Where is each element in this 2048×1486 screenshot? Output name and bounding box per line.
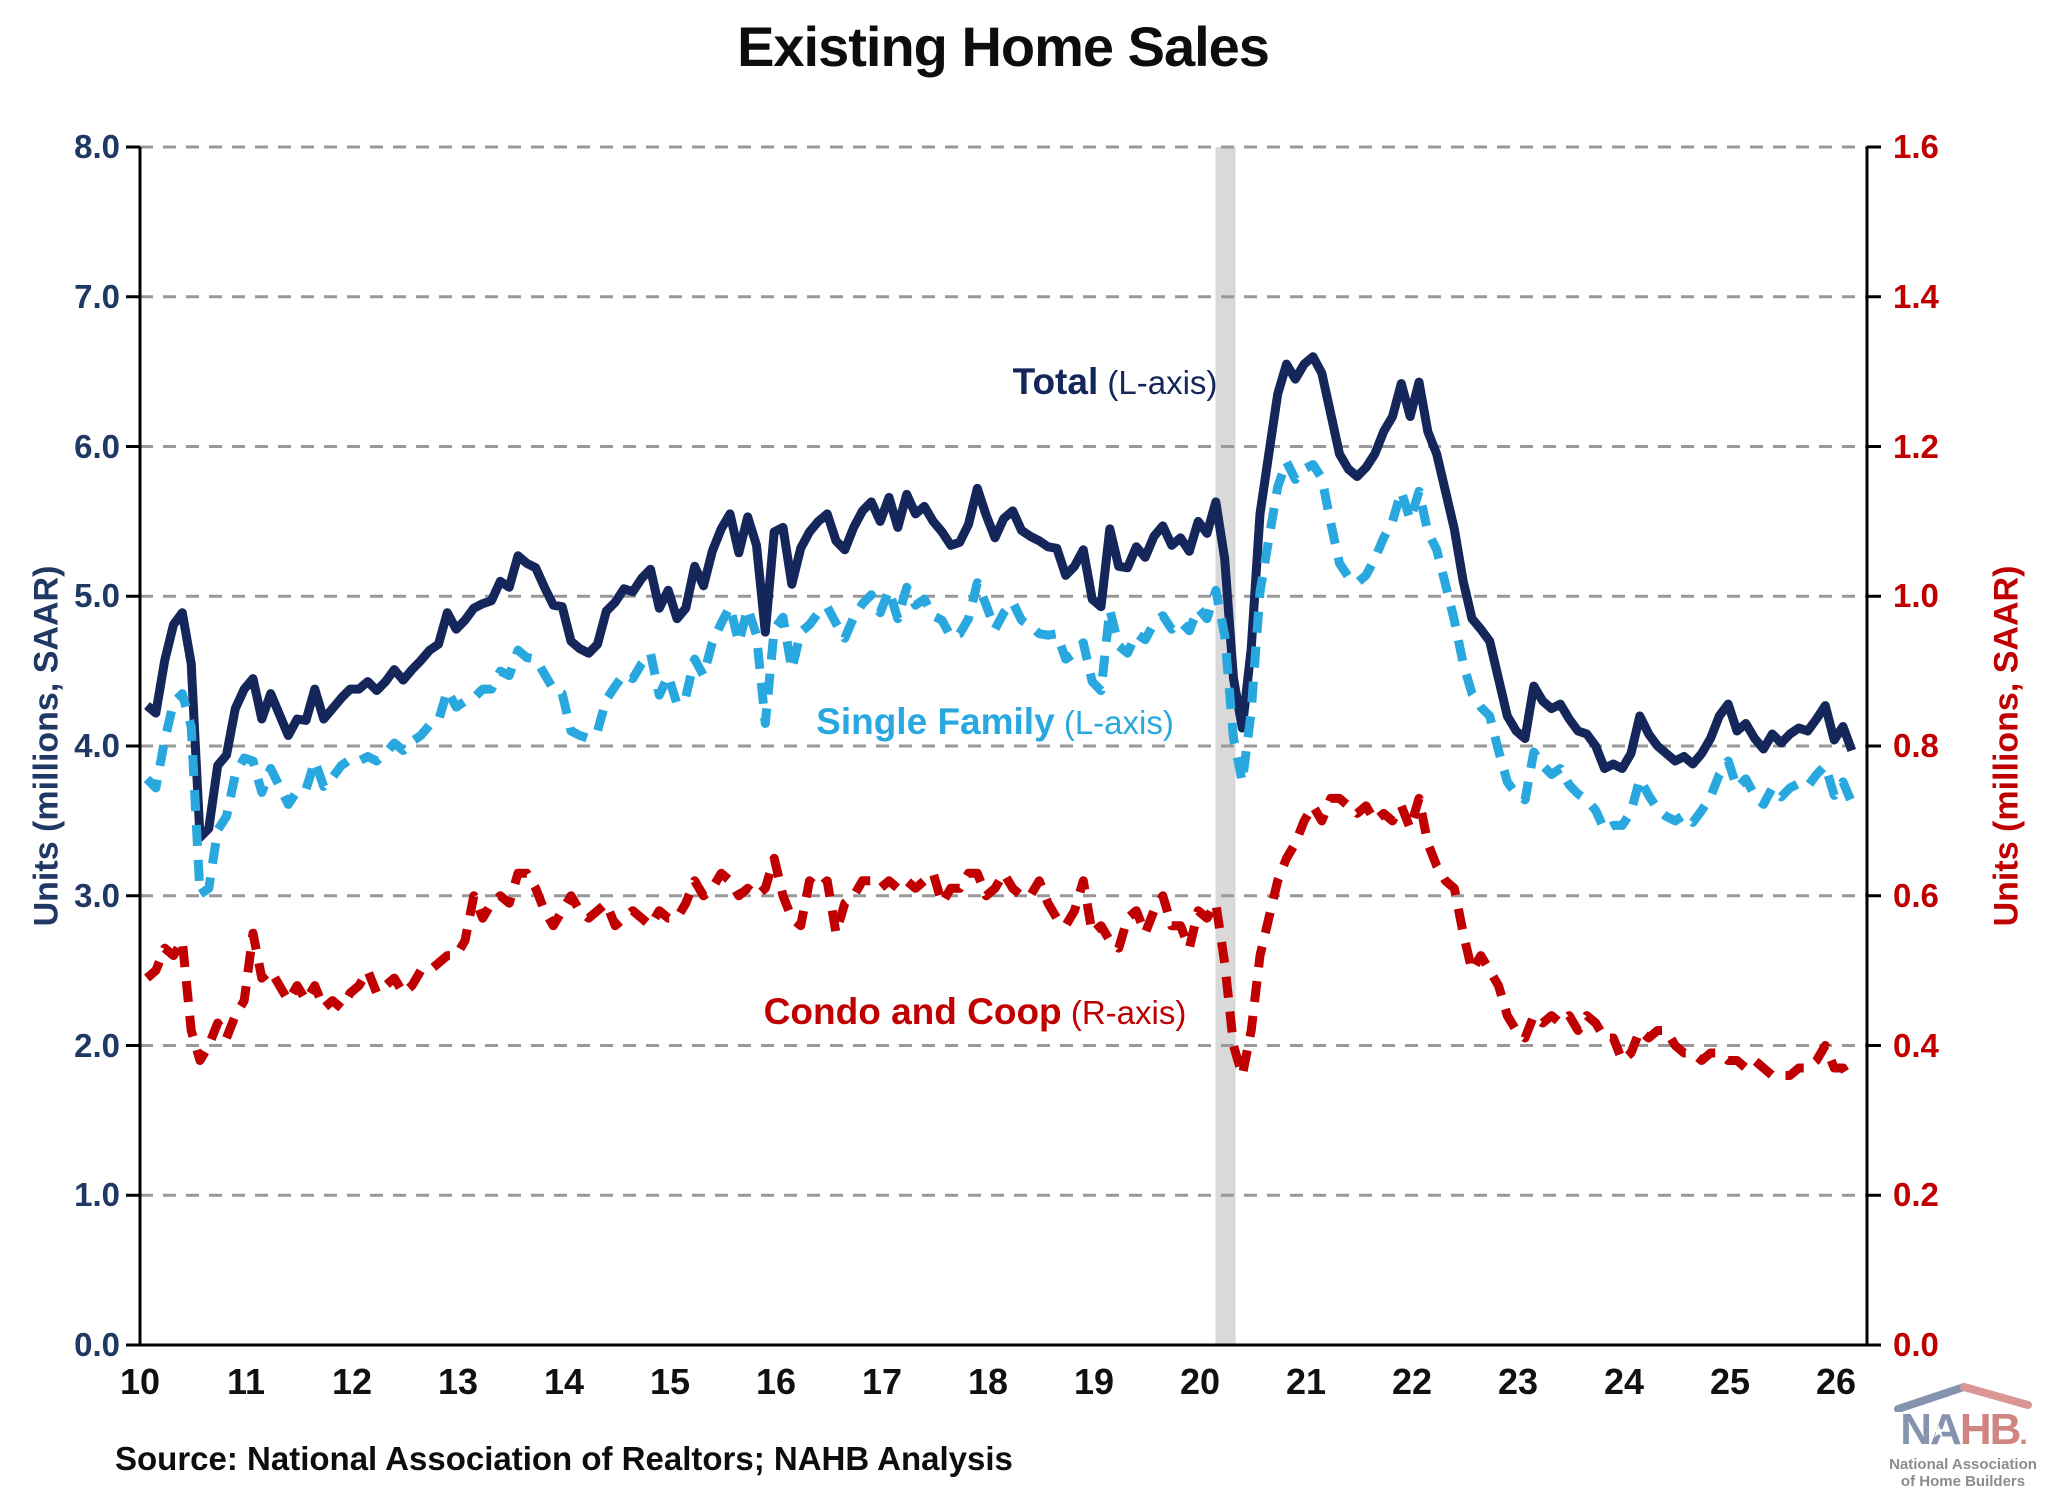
series-label-single-family: Single Family (L-axis)	[816, 701, 1174, 743]
nahb-subtitle-2: of Home Builders	[1900, 1473, 2026, 1486]
left-axis-tick-label: 8.0	[74, 128, 120, 165]
right-axis-tick-label: 1.4	[1893, 277, 1939, 315]
x-axis-tick-label: 15	[649, 1361, 691, 1402]
right-axis-tick-label: 0.4	[1893, 1026, 1939, 1064]
left-axis-tick-label: 6.0	[74, 427, 120, 465]
right-axis-tick-label: 1.2	[1893, 427, 1939, 465]
series-line-total	[144, 352, 1857, 842]
x-axis-tick-label: 17	[861, 1361, 903, 1402]
nahb-logo: NAHB. ★ National Association of Home Bui…	[1878, 1372, 2048, 1486]
nahb-subtitle-1: National Association	[1889, 1456, 2037, 1473]
x-axis-tick-label: 10	[119, 1361, 161, 1402]
x-axis-tick-label: 20	[1179, 1361, 1221, 1402]
x-axis-tick-label: 21	[1285, 1361, 1327, 1402]
series-label-axis-note: (L-axis)	[1054, 704, 1174, 741]
left-axis-tick-label: 0.0	[74, 1326, 120, 1363]
series-label-bold: Total	[1012, 361, 1099, 402]
x-axis-tick-label: 18	[967, 1361, 1009, 1402]
x-axis-tick-label: 25	[1709, 1361, 1751, 1402]
x-axis-tick-label: 16	[755, 1361, 797, 1402]
left-axis-tick-label: 1.0	[74, 1176, 120, 1214]
series-line-condo-and-coop	[144, 793, 1856, 1086]
left-axis-tick-label: 4.0	[74, 727, 120, 764]
x-axis-tick-label: 14	[543, 1361, 585, 1402]
x-axis-tick-label: 11	[226, 1361, 266, 1402]
nahb-word-hb: HB	[1959, 1405, 2022, 1454]
series-line-single-family	[143, 457, 1856, 899]
x-axis-tick-label: 13	[437, 1361, 479, 1402]
x-axis-tick-label: 23	[1497, 1361, 1539, 1402]
series-label-axis-note: (L-axis)	[1098, 364, 1218, 401]
nahb-word-dot: .	[2019, 1418, 2027, 1451]
chart-title: Existing Home Sales	[737, 15, 1270, 78]
right-axis-title: Units (millions, SAAR)	[1987, 565, 2026, 927]
x-axis-tick-label: 24	[1603, 1361, 1645, 1402]
nahb-roof-icon	[1894, 1383, 2032, 1412]
nahb-star-icon: ★	[1931, 1422, 1947, 1441]
right-axis-tick-label: 0.0	[1893, 1326, 1939, 1363]
right-axis-tick-label: 0.2	[1893, 1176, 1939, 1214]
series-label-condo-and-coop: Condo and Coop (R-axis)	[764, 991, 1187, 1033]
left-axis-tick-label: 2.0	[74, 1026, 120, 1064]
left-axis-tick-label: 5.0	[74, 577, 120, 615]
right-axis-tick-label: 0.8	[1893, 727, 1939, 764]
right-axis-tick-label: 1.6	[1893, 128, 1939, 165]
nahb-word-na: NA	[1900, 1405, 1962, 1454]
source-note: Source: National Association of Realtors…	[115, 1440, 1013, 1477]
left-axis-tick-label: 7.0	[74, 277, 120, 315]
right-axis-tick-label: 1.0	[1893, 577, 1939, 615]
x-axis-tick-label: 12	[331, 1361, 373, 1402]
left-axis-tick-label: 3.0	[74, 876, 120, 914]
left-axis-title: Units (millions, SAAR)	[27, 565, 66, 927]
series-label-axis-note: (R-axis)	[1061, 994, 1187, 1031]
x-axis-tick-label: 19	[1073, 1361, 1115, 1402]
series-label-bold: Condo and Coop	[763, 991, 1062, 1032]
series-label-total: Total (L-axis)	[1013, 361, 1218, 403]
series-label-bold: Single Family	[816, 701, 1055, 742]
right-axis-tick-label: 0.6	[1893, 876, 1939, 914]
x-axis-tick-label: 22	[1391, 1361, 1433, 1402]
nahb-wordmark: NAHB.	[1878, 1408, 2048, 1457]
x-axis-tick-label: 26	[1815, 1361, 1857, 1402]
